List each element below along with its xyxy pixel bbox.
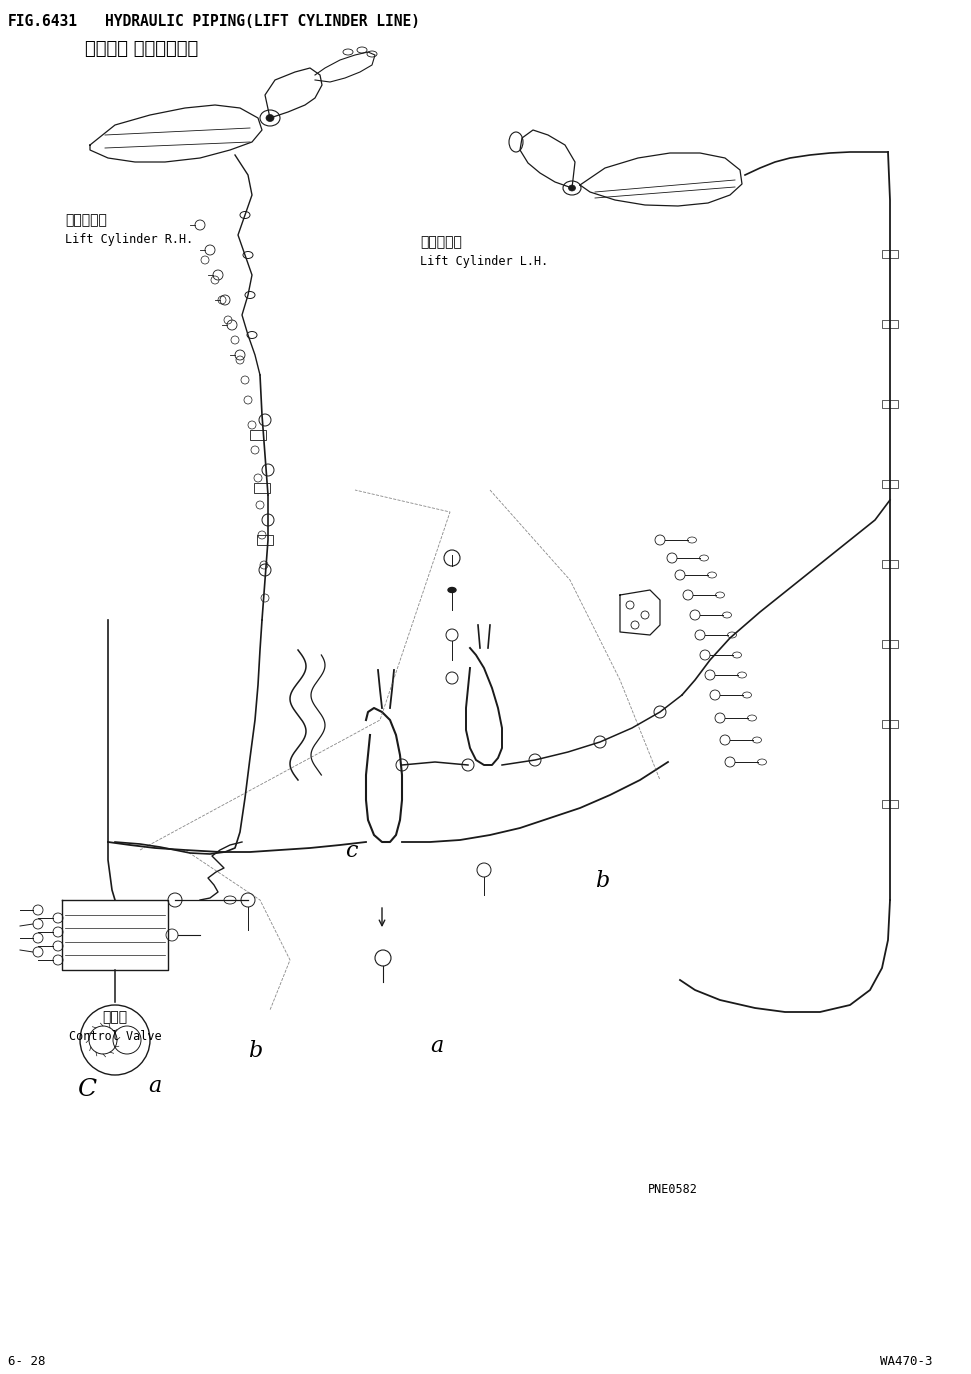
Text: 液压管路 举升油缸配管: 液压管路 举升油缸配管 [85,40,198,58]
Text: 6- 28: 6- 28 [8,1355,46,1369]
Text: a: a [430,1035,443,1057]
Text: 右举升油缸: 右举升油缸 [65,213,107,227]
Text: b: b [248,1040,262,1062]
Bar [882,800,898,808]
Bar [882,720,898,728]
Bar [882,320,898,328]
Ellipse shape [568,185,576,191]
Ellipse shape [266,114,274,121]
Text: 控制阀: 控制阀 [102,1010,127,1024]
Text: Control Valve: Control Valve [69,1030,161,1043]
Text: WA470-3: WA470-3 [880,1355,932,1369]
Ellipse shape [448,588,456,592]
Bar [250,430,266,440]
Bar [882,640,898,649]
Bar [254,484,270,493]
Text: PNE0582: PNE0582 [648,1183,698,1195]
Text: Lift Cylinder R.H.: Lift Cylinder R.H. [65,234,193,246]
Text: Lift Cylinder L.H.: Lift Cylinder L.H. [420,256,549,268]
Text: b: b [595,870,609,892]
Text: FIG.6431: FIG.6431 [8,14,78,29]
Text: C: C [77,1079,96,1101]
Bar [882,480,898,488]
Text: 左举升油缸: 左举升油缸 [420,235,462,249]
Bar [882,561,898,567]
Text: a: a [148,1074,161,1096]
Bar [257,534,273,545]
Bar [882,400,898,408]
Bar [882,250,898,258]
Text: c: c [345,840,357,861]
Text: HYDRAULIC PIPING(LIFT CYLINDER LINE): HYDRAULIC PIPING(LIFT CYLINDER LINE) [105,14,420,29]
